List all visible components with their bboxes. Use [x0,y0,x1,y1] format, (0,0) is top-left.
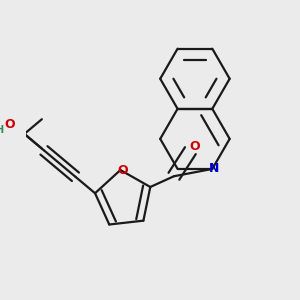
Text: O: O [190,140,200,153]
Text: O: O [117,164,128,176]
Text: H: H [0,125,3,135]
Text: N: N [209,162,219,176]
Text: O: O [5,118,15,131]
